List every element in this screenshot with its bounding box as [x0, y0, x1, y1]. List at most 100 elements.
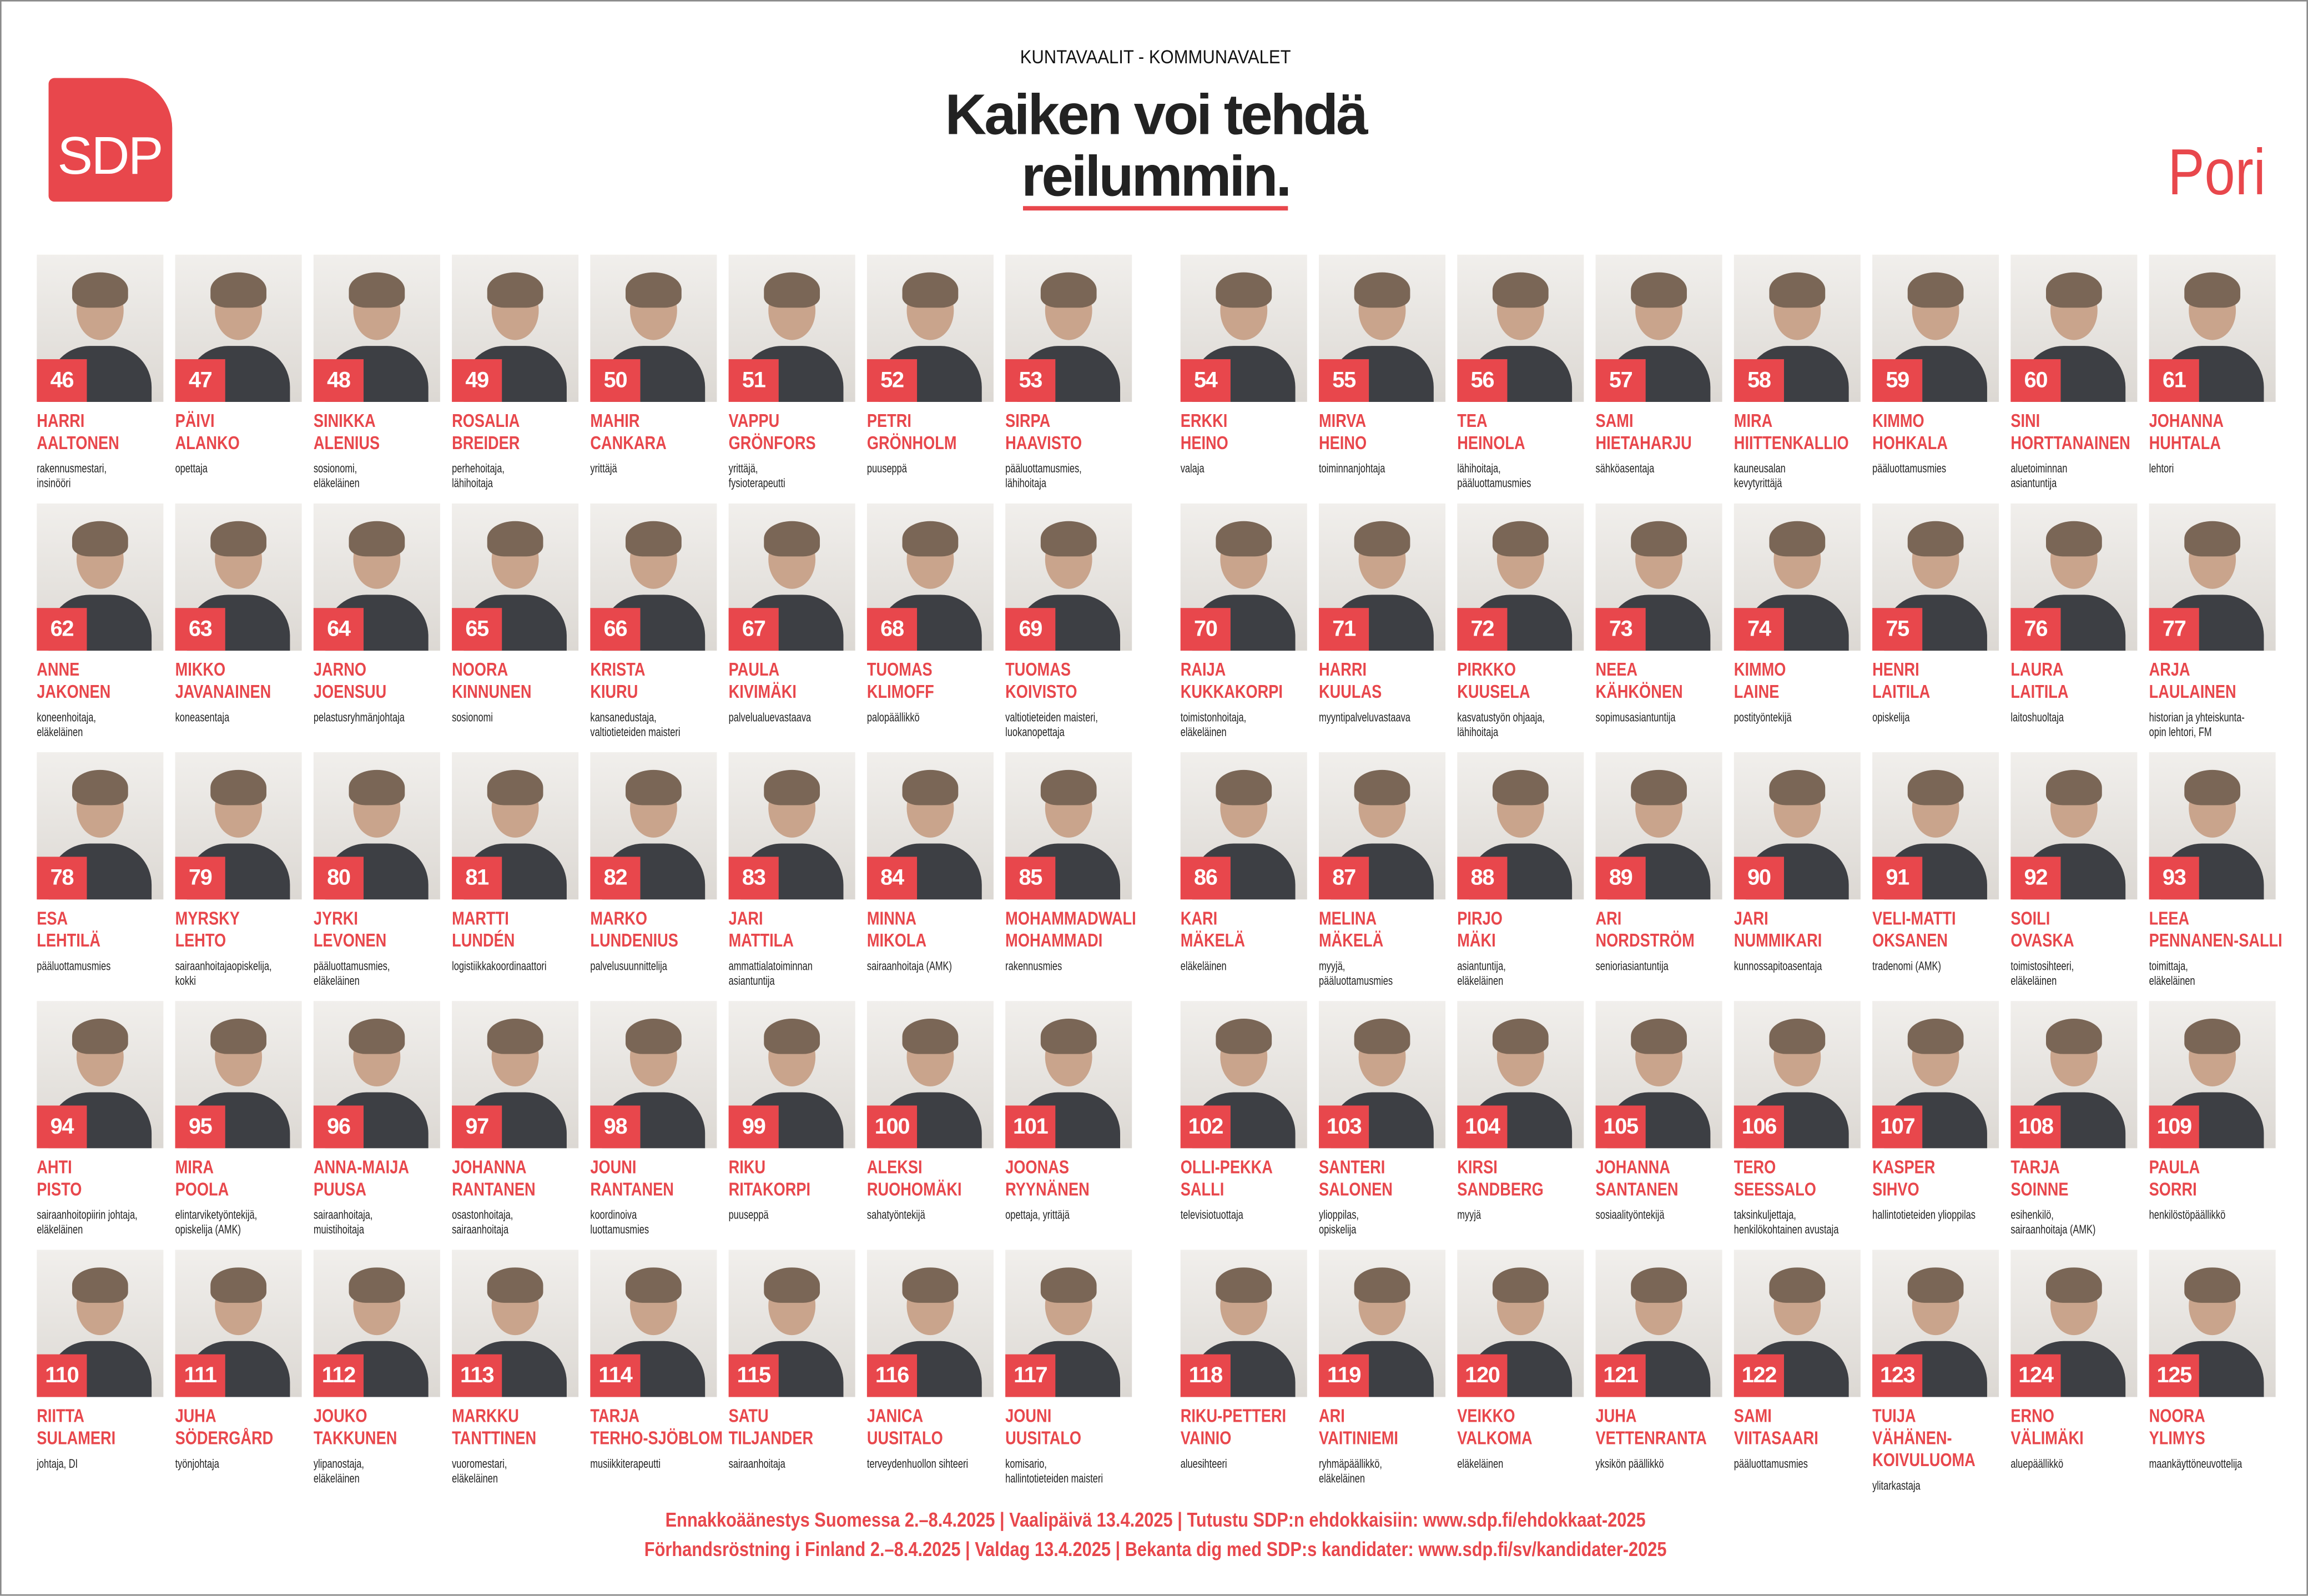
occupation-line: pääluottamusmies, — [313, 958, 390, 973]
candidate-name: SAMI — [1733, 1406, 1772, 1427]
candidate-text: ESA LEHTILÄ pääluottamusmies — [37, 908, 172, 973]
candidate-name: MÄKELÄ — [1319, 930, 1384, 951]
candidate-text: PAULA SORRI henkilöstöpäällikkö — [2149, 1157, 2285, 1222]
candidate-card: 47 PÄIVI ALANKO opettaja — [175, 254, 311, 498]
candidate-card: 97 JOHANNA RANTANEN osastonhoitaja, sairaanh… — [452, 1001, 587, 1244]
candidate-number: 65 — [452, 608, 502, 651]
candidate-number: 124 — [2010, 1354, 2061, 1397]
candidate-occupation: ylioppilas, opiskelija — [1319, 1207, 1454, 1236]
candidate-number: 97 — [452, 1105, 502, 1149]
candidate-name: SOINNE — [2010, 1179, 2069, 1200]
candidate-number: 70 — [1180, 608, 1231, 651]
candidate-text: MELINA MÄKELÄ myyjä, pääluottamusmies — [1319, 908, 1454, 988]
candidate-name: MAHIR — [590, 410, 640, 431]
candidate-name: VAINIO — [1180, 1428, 1232, 1449]
candidate-name: HEINO — [1180, 432, 1228, 454]
candidate-number: 58 — [1733, 359, 1784, 402]
candidate-number: 62 — [37, 608, 87, 651]
candidate-card: 100 ALEKSI RUOHOMÄKI sahatyöntekijä — [866, 1001, 1002, 1244]
photo-hair — [764, 769, 820, 805]
occupation-line: musiikkiterapeutti — [590, 1456, 661, 1471]
candidate-card: 101 JOONAS RYYNÄNEN opettaja, yrittäjä — [1005, 1001, 1141, 1244]
candidate-card: 63 MIKKO JAVANAINEN koneasentaja — [175, 503, 311, 747]
occupation-line: pääluottamusmies — [1733, 1456, 1808, 1471]
candidate-occupation: toiminnanjohtaja — [1319, 461, 1454, 476]
candidate-card: 65 NOORA KINNUNEN sosionomi — [452, 503, 587, 747]
photo-hair — [1631, 1267, 1687, 1303]
occupation-line: puuseppä — [728, 1207, 769, 1222]
photo-hair — [1040, 769, 1097, 805]
occupation-line: logistiikkakoordinaattori — [452, 958, 547, 973]
candidate-name: VEIKKO — [1457, 1406, 1515, 1427]
candidate-name: ESA — [37, 908, 68, 929]
candidate-card: 115 SATU TILJANDER sairaanhoitaja — [728, 1250, 864, 1493]
photo-hair — [210, 521, 266, 557]
photo-hair — [1907, 769, 1964, 805]
candidate-number: 90 — [1733, 857, 1784, 900]
occupation-line: pääluottamusmies — [37, 958, 111, 973]
candidate-occupation: hallintotieteiden ylioppilas — [1872, 1207, 2008, 1222]
candidate-occupation: valaja — [1181, 461, 1316, 476]
headline-underline — [1022, 206, 1288, 211]
candidate-number: 120 — [1457, 1354, 1508, 1397]
candidate-number: 101 — [1005, 1105, 1056, 1149]
candidate-photo — [1005, 1250, 1132, 1397]
candidate-occupation: postityöntekijä — [1734, 709, 1869, 724]
candidate-number: 92 — [2010, 857, 2061, 900]
photo-hair — [1354, 1019, 1410, 1054]
photo-hair — [72, 769, 128, 805]
photo-hair — [210, 272, 266, 308]
candidate-card: 122 SAMI VIITASAARI pääluottamusmies — [1733, 1250, 1869, 1493]
candidate-text: NEEA KÄHKÖNEN sopimusasiantuntija — [1596, 659, 1731, 724]
candidate-text: VEIKKO VALKOMA eläkeläinen — [1457, 1406, 1593, 1471]
photo-hair — [1492, 272, 1549, 308]
candidate-occupation: logistiikkakoordinaattori — [452, 958, 587, 973]
candidate-occupation: kunnossapitoasentaja — [1734, 958, 1869, 973]
candidate-occupation: sairaanhoitajaopiskelija, kokki — [175, 958, 311, 988]
candidate-name: JOHANNA — [2149, 410, 2224, 431]
logo: SDP — [48, 78, 173, 202]
occupation-line: opettaja, yrittäjä — [1005, 1207, 1070, 1222]
candidate-name: RIITTA — [37, 1406, 84, 1427]
photo-hair — [626, 521, 682, 557]
candidate-card: 71 HARRI KUULAS myyntipalveluvastaava — [1319, 503, 1454, 747]
candidate-name: RAIJA — [1180, 659, 1226, 681]
candidate-name: JARI — [728, 908, 763, 929]
candidate-text: SIRPA HAAVISTO pääluottamusmies, lähihoitaj… — [1005, 411, 1141, 490]
candidate-card: 61 JOHANNA HUHTALA lehtori — [2149, 254, 2285, 498]
candidate-name: SEESSALO — [1733, 1179, 1816, 1200]
candidate-card: 112 JOUKO TAKKUNEN ylipanostaja, eläkeläinen — [313, 1250, 449, 1493]
candidate-card: 66 KRISTA KIURU kansanedustaja, valtiotietei… — [590, 503, 725, 747]
candidate-text: TARJA TERHO-SJÖBLOM musiikkiterapeutti — [590, 1406, 725, 1471]
candidate-name: VALKOMA — [1457, 1428, 1533, 1449]
candidate-name: NOORA — [2149, 1406, 2205, 1427]
photo-hair — [1769, 1267, 1826, 1303]
candidate-card: 95 MIRA POOLA elintarviketyöntekijä, opiskel… — [175, 1001, 311, 1244]
candidate-occupation: sosiaalityöntekijä — [1596, 1207, 1731, 1222]
candidate-text: PIRJO MÄKI asiantuntija, eläkeläinen — [1457, 908, 1593, 988]
candidate-text: SINIKKA ALENIUS sosionomi, eläkeläinen — [314, 411, 449, 490]
occupation-line: eläkeläinen — [1457, 973, 1504, 988]
photo-hair — [1354, 521, 1410, 557]
candidate-card: 107 KASPER SIHVO hallintotieteiden ylioppil… — [1872, 1001, 2008, 1244]
candidate-name: GRÖNHOLM — [866, 432, 957, 454]
candidate-occupation: toimistonhoitaja, eläkeläinen — [1181, 709, 1316, 739]
candidate-occupation: sahatyöntekijä — [867, 1207, 1002, 1222]
candidate-name: SIHVO — [1872, 1179, 1919, 1200]
occupation-line: asiantuntija — [728, 973, 775, 988]
photo-hair — [349, 769, 405, 805]
candidate-card: 49 ROSALIA BREIDER perhehoitaja, lähihoitaja — [452, 254, 587, 498]
candidate-text: JOUKO TAKKUNEN ylipanostaja, eläkeläinen — [314, 1406, 449, 1485]
candidate-occupation: pääluottamusmies — [1734, 1456, 1869, 1471]
occupation-line: televisiotuottaja — [1180, 1207, 1243, 1222]
candidate-number: 68 — [866, 608, 918, 651]
candidate-card: 51 VAPPU GRÖNFORS yrittäjä, fysioterapeutti — [728, 254, 864, 498]
occupation-line: pääluottamusmies — [1872, 461, 1947, 476]
candidate-card: 125 NOORA YLIMYS maankäyttöneuvottelija — [2149, 1250, 2285, 1493]
kicker: KUNTAVAALIT - KOMMUNAVALET — [1020, 46, 1291, 68]
candidate-name: SANTANEN — [1595, 1179, 1679, 1200]
candidate-number: 76 — [2010, 608, 2061, 651]
candidate-name: HEINO — [1319, 432, 1367, 454]
candidate-occupation: myyntipalveluvastaava — [1319, 709, 1454, 724]
candidate-number: 46 — [37, 359, 87, 402]
